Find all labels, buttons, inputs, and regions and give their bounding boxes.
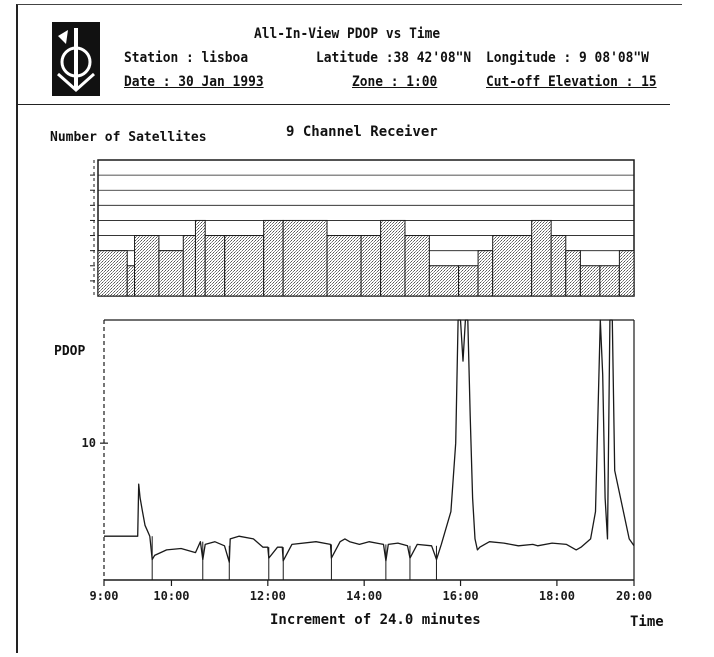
satellites-bar bbox=[282, 219, 328, 297]
satellites-bar bbox=[565, 250, 581, 297]
pdop-xlabel: Increment of 24.0 minutes bbox=[270, 612, 481, 628]
pdop-ylabel: PDOP bbox=[54, 344, 86, 359]
satellites-bar bbox=[492, 235, 533, 297]
satellites-bar bbox=[380, 219, 406, 297]
station-logo bbox=[52, 22, 100, 96]
satellites-bar bbox=[97, 250, 128, 297]
cutoff-elevation-label: Cut-off Elevation : 15 bbox=[486, 74, 657, 90]
satellites-bar bbox=[477, 250, 494, 297]
station-label: Station : lisboa bbox=[124, 50, 249, 66]
satellites-ylabel: Number of Satellites bbox=[50, 130, 207, 145]
satellites-bar bbox=[550, 235, 567, 297]
satellites-bar bbox=[126, 265, 136, 297]
latitude-label: Latitude :38 42'08"N bbox=[316, 50, 472, 66]
satellites-bar bbox=[618, 250, 635, 297]
pdop-x-tick-label: 9:00 bbox=[90, 589, 119, 603]
pdop-x-tick-label: 18:00 bbox=[539, 589, 575, 603]
satellites-bar bbox=[182, 235, 196, 297]
pdop-x-tick-label: 14:00 bbox=[346, 589, 382, 603]
satellites-bar bbox=[263, 219, 284, 297]
zone-label: Zone : 1:00 bbox=[352, 74, 438, 90]
satellites-bar bbox=[404, 235, 430, 297]
date-label: Date : 30 Jan 1993 bbox=[124, 74, 264, 90]
satellites-bar bbox=[428, 265, 460, 297]
satellites-bar bbox=[194, 219, 206, 297]
page-frame bbox=[16, 4, 682, 653]
satellites-bar bbox=[599, 265, 620, 297]
satellites-bar bbox=[204, 235, 226, 297]
pdop-y-tick-label: 10 bbox=[82, 436, 96, 450]
satellites-bar bbox=[326, 235, 362, 297]
satellites-bar bbox=[579, 265, 601, 297]
pdop-x-tick-label: 20:00 bbox=[616, 589, 652, 603]
longitude-label: Longitude : 9 08'08"W bbox=[486, 50, 649, 66]
satellites-chart-title: 9 Channel Receiver bbox=[286, 124, 438, 140]
pdop-x-tick-label: 10:00 bbox=[153, 589, 189, 603]
pdop-x-tick-label: 12:00 bbox=[250, 589, 286, 603]
pdop-xlabel-time: Time bbox=[630, 614, 664, 630]
header-divider bbox=[18, 104, 670, 105]
satellites-bar bbox=[531, 219, 552, 297]
satellites-bar bbox=[360, 235, 382, 297]
pdop-x-tick-label: 16:00 bbox=[442, 589, 478, 603]
satellites-bar bbox=[224, 235, 265, 297]
satellites-bar bbox=[134, 235, 160, 297]
chart-main-title: All-In-View PDOP vs Time bbox=[254, 26, 441, 42]
satellites-bar bbox=[458, 265, 479, 297]
satellites-bar bbox=[158, 250, 184, 297]
pdop-series-line bbox=[104, 319, 635, 563]
